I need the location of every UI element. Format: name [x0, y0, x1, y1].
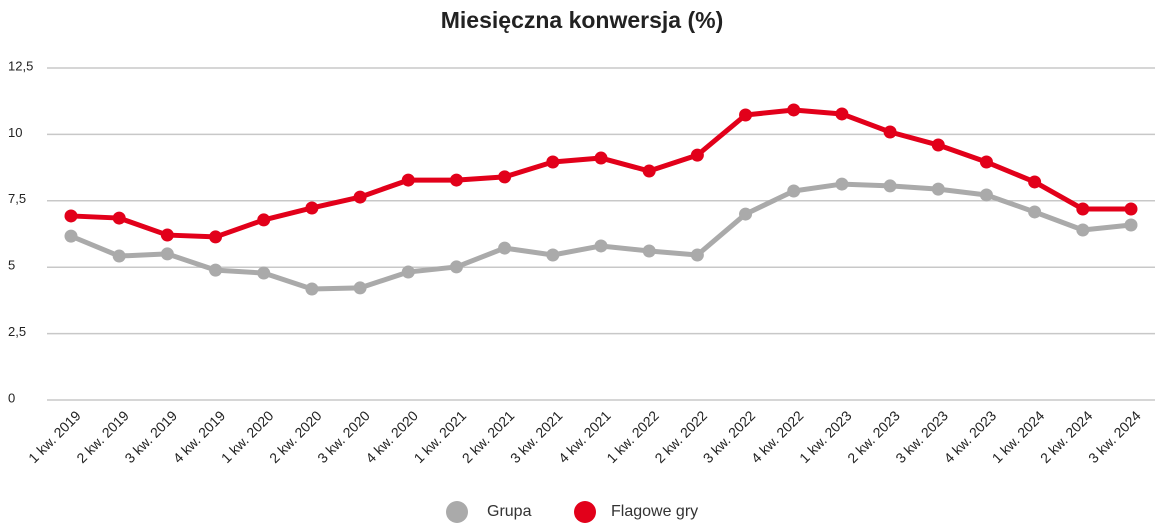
data-point [160, 228, 174, 242]
data-point [1124, 218, 1138, 232]
data-point [739, 207, 753, 221]
data-point [112, 249, 126, 263]
data-point [883, 125, 897, 139]
data-point [498, 241, 512, 255]
data-point [690, 148, 704, 162]
x-tick-label: 3 kw. 2024 [1085, 407, 1144, 466]
data-point [449, 173, 463, 187]
series-line [70, 107, 1131, 240]
data-point [979, 188, 993, 202]
data-point [257, 213, 271, 227]
data-point [1076, 223, 1090, 237]
data-point [209, 230, 223, 244]
chart-title: Miesięczna konwersja (%) [441, 7, 724, 33]
legend-marker [446, 501, 468, 523]
data-point [305, 282, 319, 296]
data-point [835, 177, 849, 191]
data-point [979, 155, 993, 169]
legend-label: Grupa [487, 503, 532, 520]
series-line [70, 181, 1132, 292]
data-point [401, 173, 415, 187]
data-point [64, 229, 78, 243]
data-point [883, 179, 897, 193]
legend-marker [574, 501, 596, 523]
data-point [546, 248, 560, 262]
data-point [449, 260, 463, 274]
y-tick-label: 5 [8, 258, 15, 273]
data-point [305, 201, 319, 215]
data-point [931, 138, 945, 152]
y-tick-label: 7,5 [8, 191, 26, 206]
y-tick-label: 2,5 [8, 324, 26, 339]
data-point [642, 164, 656, 178]
data-point [690, 248, 704, 262]
data-point [1028, 175, 1042, 189]
data-point [64, 209, 78, 223]
data-point [787, 103, 801, 117]
y-tick-label: 10 [8, 125, 22, 140]
y-tick-label: 12,5 [8, 58, 33, 73]
data-point [498, 170, 512, 184]
data-point [353, 281, 367, 295]
data-point [594, 151, 608, 165]
data-point [1028, 205, 1042, 219]
data-point [739, 108, 753, 122]
data-point [209, 263, 223, 277]
data-point [642, 244, 656, 258]
data-point [931, 182, 945, 196]
data-point [546, 155, 560, 169]
data-point [257, 266, 271, 280]
y-tick-label: 0 [8, 390, 15, 405]
data-point [1124, 202, 1138, 216]
data-point [160, 247, 174, 261]
data-point [401, 265, 415, 279]
data-point [353, 190, 367, 204]
data-point [787, 184, 801, 198]
data-point [835, 107, 849, 121]
legend-label: Flagowe gry [611, 503, 698, 520]
data-point [1076, 202, 1090, 216]
data-point [112, 211, 126, 225]
data-point [594, 239, 608, 253]
